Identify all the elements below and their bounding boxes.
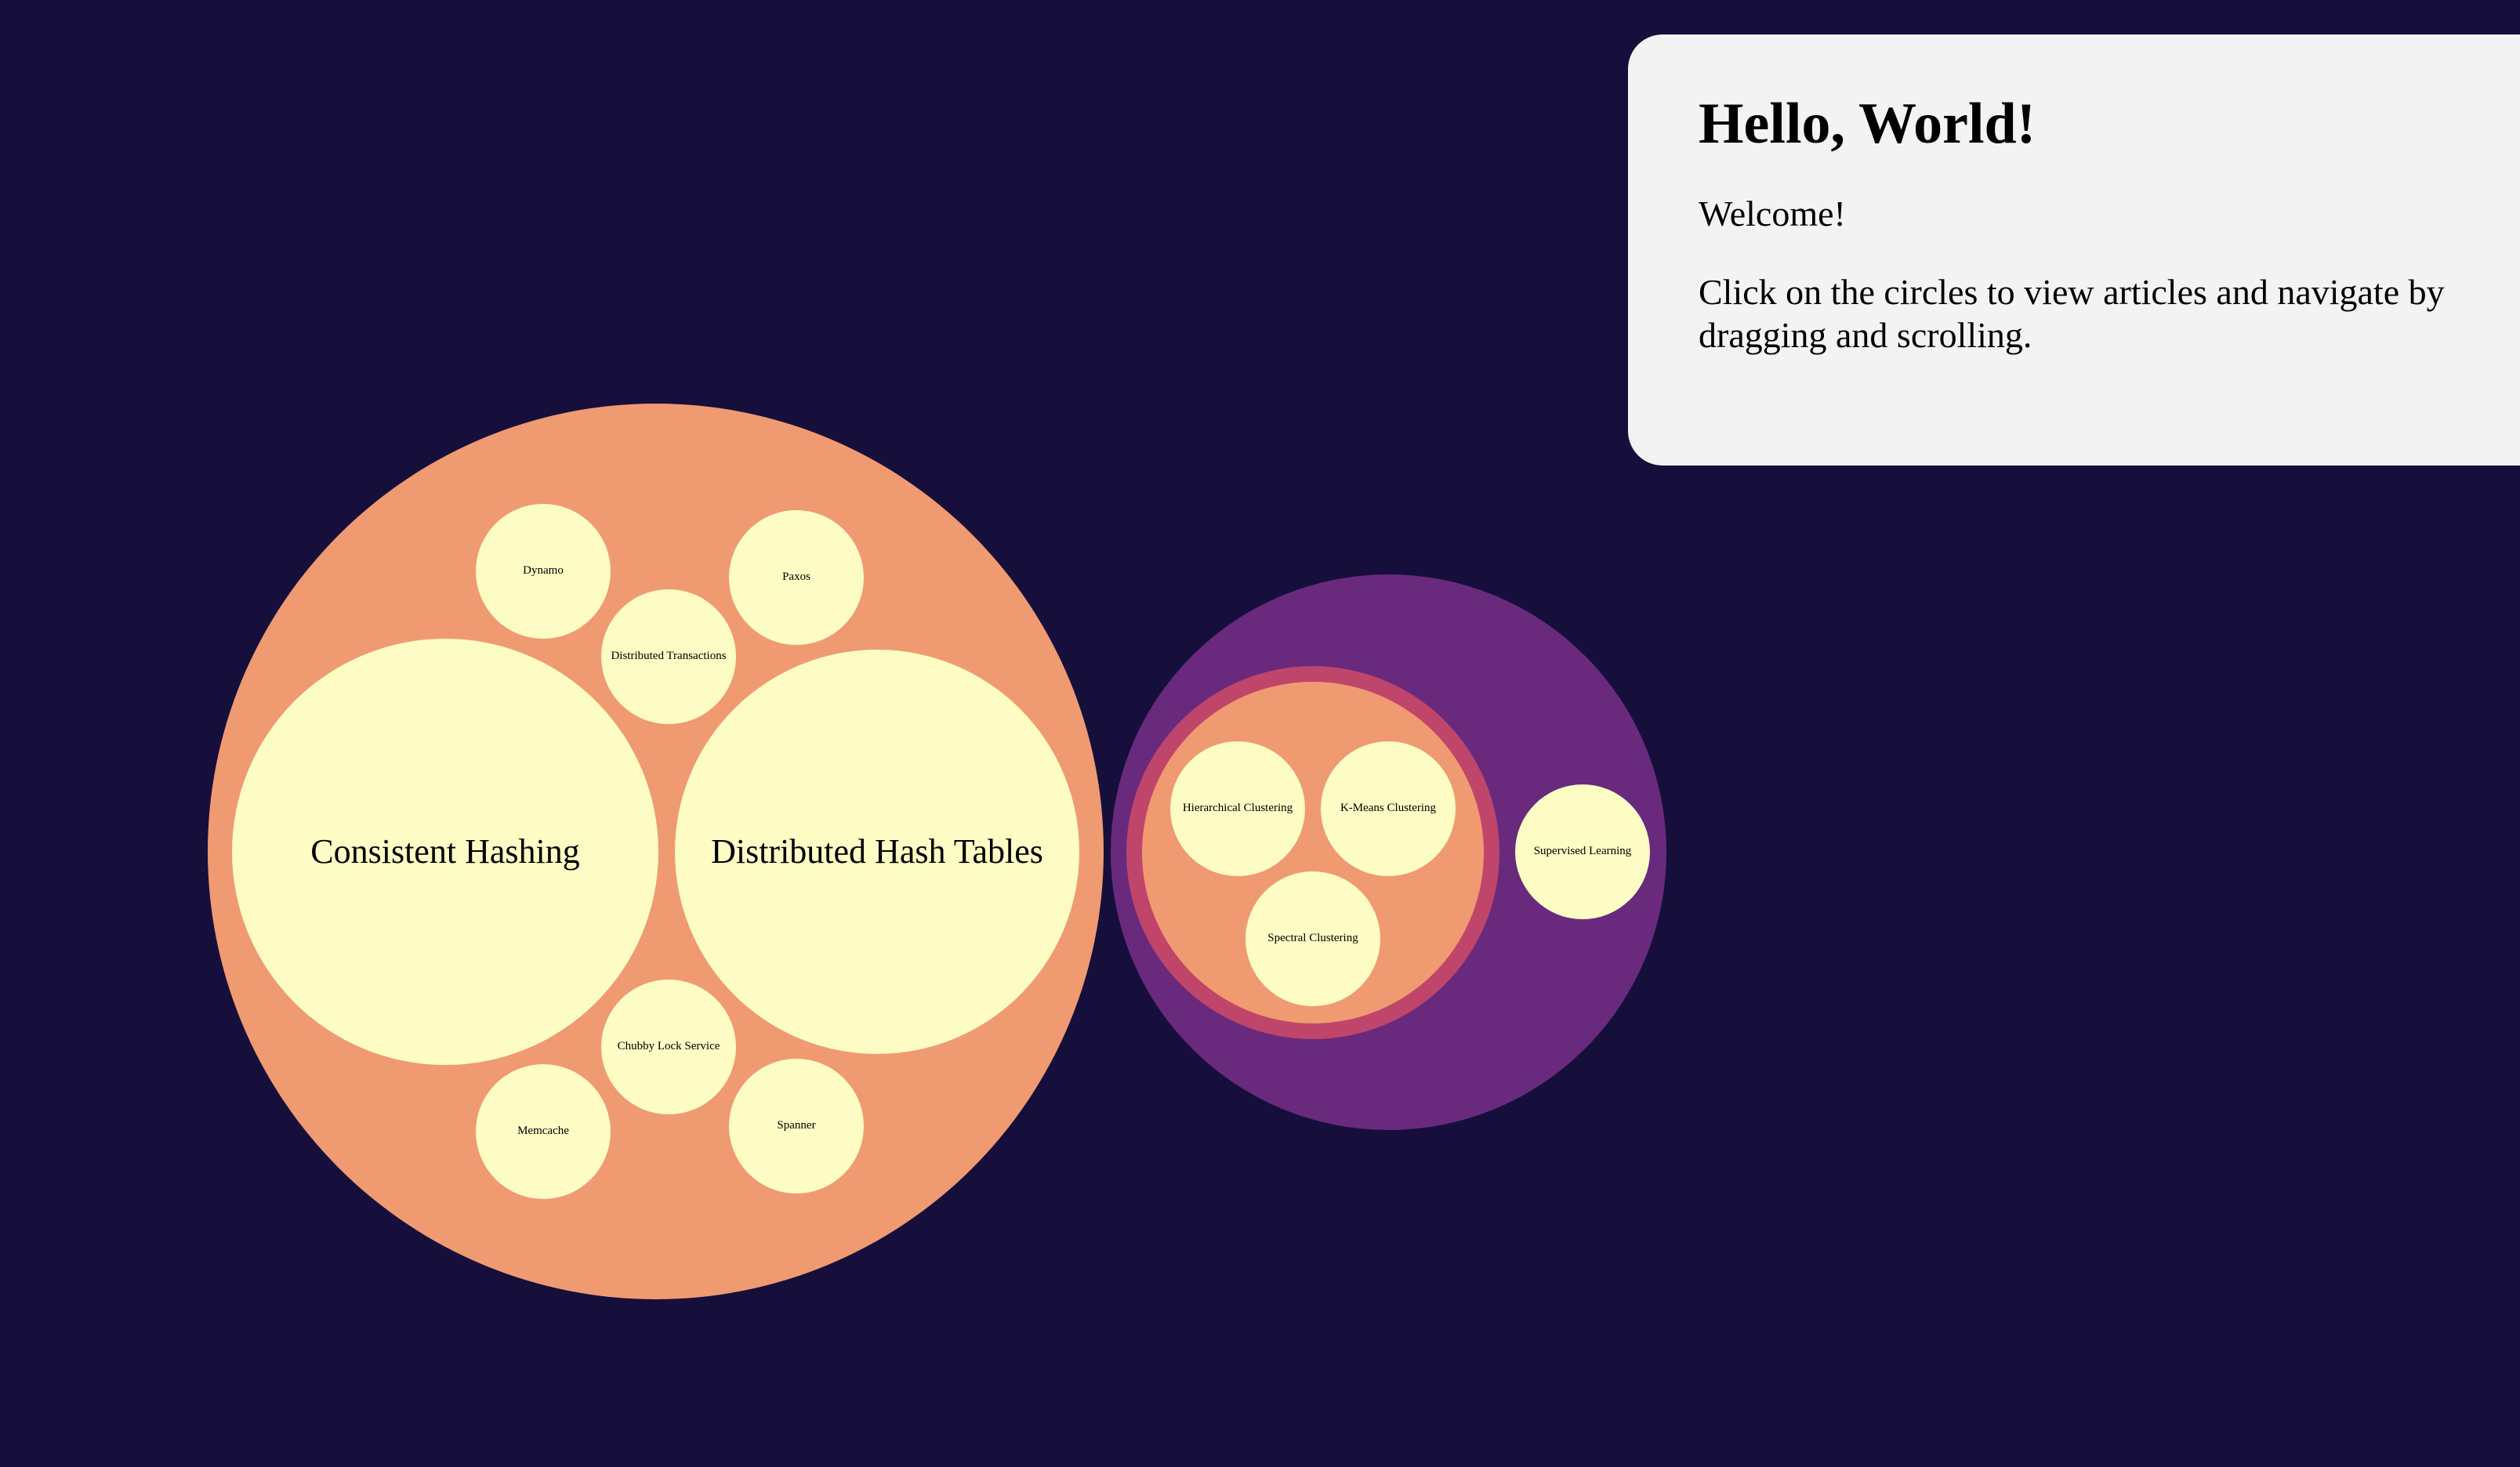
bubble-label: Chubby Lock Service xyxy=(617,1040,720,1053)
bubble-consistent-hashing[interactable]: Consistent Hashing xyxy=(232,639,658,1065)
bubble-hierarchical-clustering[interactable]: Hierarchical Clustering xyxy=(1170,741,1305,876)
bubble-memcache[interactable]: Memcache xyxy=(476,1064,611,1199)
bubble-dynamo[interactable]: Dynamo xyxy=(476,504,611,639)
info-panel-title: Hello, World! xyxy=(1699,92,2036,156)
bubble-label: Supervised Learning xyxy=(1533,845,1632,858)
bubble-label: K-Means Clustering xyxy=(1340,802,1437,815)
bubble-label: Memcache xyxy=(517,1125,569,1138)
bubble-label: Distributed Hash Tables xyxy=(711,831,1043,871)
bubble-label: Dynamo xyxy=(523,564,564,578)
info-panel: Hello, World! Welcome! Click on the circ… xyxy=(1628,34,2520,465)
bubble-label: Distributed Transactions xyxy=(611,650,727,663)
bubble-paxos[interactable]: Paxos xyxy=(729,510,864,645)
info-panel-welcome: Welcome! xyxy=(1699,194,1846,234)
bubble-label: Spectral Clustering xyxy=(1267,932,1358,945)
bubble-label: Consistent Hashing xyxy=(310,831,580,871)
bubble-chubby-lock-service[interactable]: Chubby Lock Service xyxy=(601,980,736,1114)
bubble-spectral-clustering[interactable]: Spectral Clustering xyxy=(1245,871,1380,1006)
info-panel-instructions: Click on the circles to view articles an… xyxy=(1699,271,2445,355)
bubble-distributed-hash-tables[interactable]: Distributed Hash Tables xyxy=(675,650,1079,1054)
bubble-label: Hierarchical Clustering xyxy=(1182,802,1293,815)
bubble-label: Spanner xyxy=(777,1119,816,1132)
bubble-k-means-clustering[interactable]: K-Means Clustering xyxy=(1321,741,1456,876)
bubble-supervised-learning[interactable]: Supervised Learning xyxy=(1515,784,1650,919)
bubble-label: Paxos xyxy=(782,570,810,584)
bubble-spanner[interactable]: Spanner xyxy=(729,1059,864,1194)
bubble-distributed-transactions[interactable]: Distributed Transactions xyxy=(601,589,736,724)
